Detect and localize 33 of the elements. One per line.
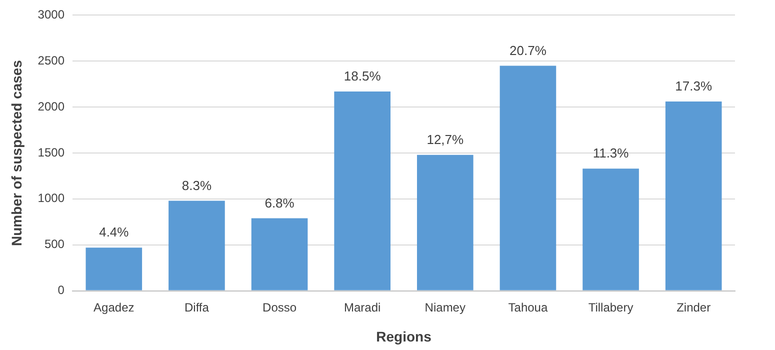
bar — [665, 102, 722, 290]
bar — [417, 154, 474, 290]
y-tick-label: 2500 — [38, 53, 65, 68]
annotation: 11.3% — [592, 146, 630, 161]
x-tick-label: Agadez — [94, 300, 134, 314]
annotation: 8.3% — [182, 178, 212, 193]
x-tick-label: Diffa — [184, 300, 210, 314]
x-tick-label: Maradi — [344, 300, 381, 314]
y-tick-label: 3000 — [38, 8, 65, 22]
y-tick-label: 1000 — [38, 191, 65, 206]
x-tick-label: Dosso — [262, 300, 297, 314]
y-tick-label: 500 — [44, 237, 65, 252]
x-tick-label: Tillabery — [588, 300, 634, 314]
y-tick-label: 1500 — [38, 145, 65, 160]
bar — [500, 66, 556, 290]
bar — [86, 248, 142, 290]
annotation: 6.8% — [264, 195, 295, 210]
annotation: 20.7% — [510, 42, 547, 58]
annotation: 17.3% — [675, 78, 712, 94]
bar — [251, 218, 308, 290]
bar — [168, 200, 225, 290]
bar — [334, 91, 390, 290]
y-axis-title: Number of suspected cases — [8, 60, 24, 246]
annotation: 18.5% — [344, 68, 382, 84]
x-tick-label: Tahoua — [508, 300, 548, 314]
annotation: 4.4% — [99, 224, 130, 240]
annotation: 12,7% — [426, 132, 464, 147]
y-tick-label: 0 — [58, 283, 65, 298]
x-tick-label: Zinder — [676, 300, 711, 314]
x-axis-title: Regions — [376, 328, 432, 344]
x-tick-label: Niamey — [424, 300, 466, 314]
bar — [582, 168, 639, 290]
y-tick-label: 2000 — [38, 99, 65, 114]
